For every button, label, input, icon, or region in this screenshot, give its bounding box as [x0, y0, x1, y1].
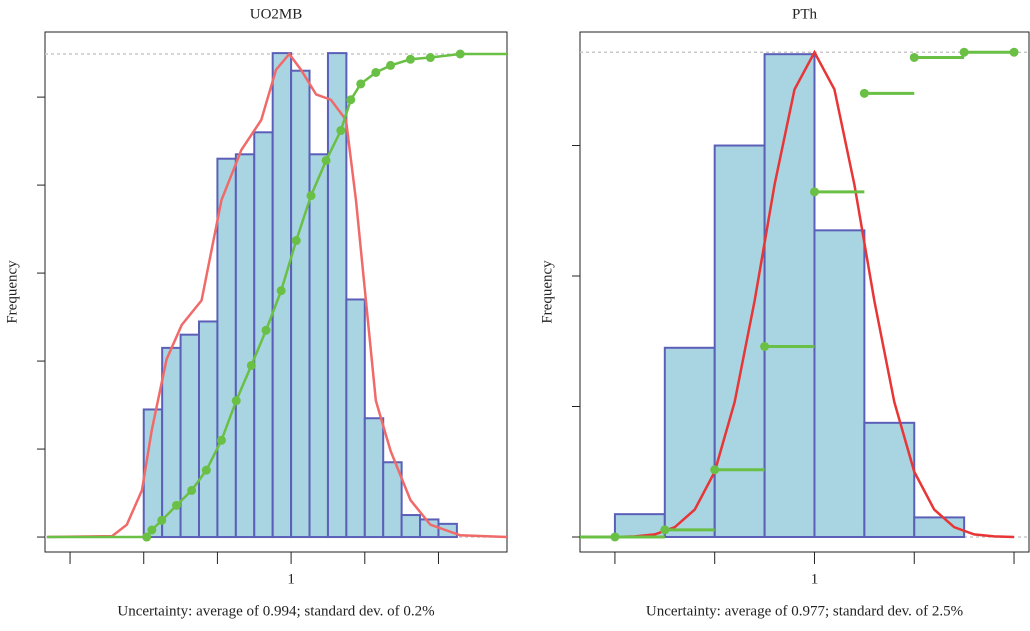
panel: PTh Frequency Uncertainty: average of 0.97…: [539, 6, 1030, 619]
bar: [763, 53, 816, 538]
x-axis-label: Uncertainty: average of 0.994; standard …: [117, 603, 434, 619]
bar: [308, 153, 329, 539]
ecdf-point: [187, 485, 197, 495]
ecdf-point: [157, 515, 167, 525]
ecdf-point: [172, 500, 182, 510]
ecdf-point: [909, 52, 919, 62]
bar: [179, 333, 201, 539]
plot-frame: [579, 31, 1030, 553]
ecdf-point: [147, 525, 157, 535]
plot-frame: [44, 31, 508, 553]
bar: [382, 461, 403, 539]
bar: [363, 417, 385, 539]
ecdf-point: [386, 60, 396, 70]
ecdf-point: [346, 95, 356, 105]
ecdf-point: [660, 525, 670, 535]
bar: [198, 320, 219, 539]
x-tick-label: 1: [287, 571, 295, 587]
ecdf-point: [760, 341, 770, 351]
x-tick-label: 1: [811, 571, 819, 587]
ecdf-point: [425, 53, 435, 63]
bar: [290, 69, 311, 539]
panel: UO2MB Frequency Uncertainty: average of 0.…: [4, 6, 508, 619]
ecdf-point: [276, 286, 286, 296]
ecdf-point: [859, 88, 869, 98]
y-axis-label: Frequency: [4, 260, 20, 324]
x-axis-label: Uncertainty: average of 0.977; standard …: [646, 603, 963, 619]
ecdf-point: [336, 126, 346, 136]
ecdf-point: [291, 236, 301, 246]
ecdf-point: [216, 435, 226, 445]
bar: [345, 298, 366, 539]
ecdf-point: [405, 54, 415, 64]
ecdf-point: [356, 79, 366, 89]
bar: [813, 229, 866, 538]
ecdf-point: [809, 187, 819, 197]
ecdf-point: [371, 67, 381, 77]
bar: [713, 144, 766, 538]
chart-title: PTh: [792, 6, 818, 22]
bar: [216, 157, 237, 539]
bar: [663, 346, 716, 538]
ecdf-point: [142, 532, 152, 542]
ecdf-point: [610, 532, 620, 542]
ecdf-point: [246, 360, 256, 370]
ecdf-point: [231, 396, 241, 406]
ecdf-point: [455, 49, 465, 59]
ecdf-point: [321, 155, 331, 165]
density-curve: [47, 51, 508, 539]
ecdf-point: [306, 191, 316, 201]
bar: [913, 516, 966, 538]
ecdf-point: [261, 325, 271, 335]
bar: [863, 421, 916, 538]
bar: [326, 52, 348, 539]
ecdf-point: [201, 465, 211, 475]
y-axis-label: Frequency: [539, 260, 555, 324]
bar: [400, 514, 422, 539]
ecdf-point: [1009, 47, 1019, 57]
chart-title: UO2MB: [250, 6, 303, 22]
ecdf-point: [959, 47, 969, 57]
bar: [234, 153, 256, 539]
ecdf-point: [710, 465, 720, 475]
